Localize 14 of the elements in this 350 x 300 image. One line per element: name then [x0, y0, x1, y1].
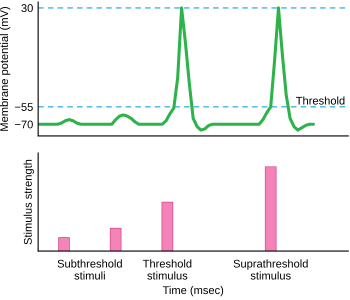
- ref-line-label: Threshold: [296, 96, 344, 105]
- bar: [162, 202, 174, 252]
- y-axis-title: Stimulus strength: [24, 160, 34, 244]
- x-axis-title: Time (msec): [162, 286, 224, 296]
- y-tick-label: 30: [21, 4, 33, 12]
- y-axis-title: Membrane potential (mV): [0, 7, 10, 131]
- bar: [110, 228, 122, 252]
- y-tick-label: −70: [14, 120, 33, 128]
- y-tick-label: −55: [14, 103, 33, 111]
- bar: [58, 237, 70, 252]
- x-tick-label: Subthreshold stimuli: [58, 259, 122, 280]
- x-tick-label: Threshold stimulus: [142, 259, 192, 280]
- x-tick-label: Suprathreshold stimulus: [234, 259, 308, 280]
- bar: [264, 166, 277, 252]
